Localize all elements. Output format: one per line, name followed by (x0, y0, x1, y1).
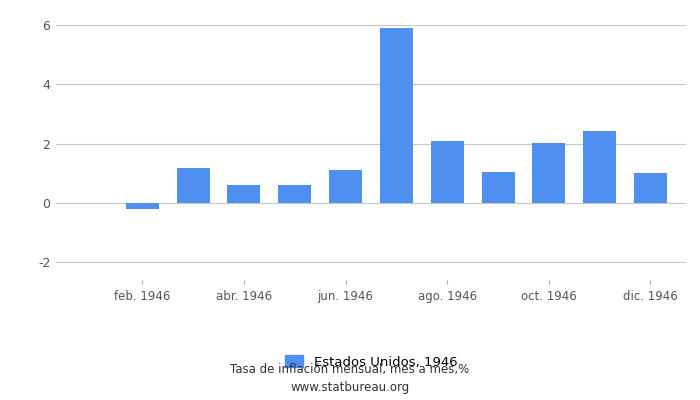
Bar (532, 143, 566, 203)
Bar (482, 172, 514, 203)
Text: Tasa de inflación mensual, mes a mes,%: Tasa de inflación mensual, mes a mes,% (230, 364, 470, 376)
Bar (329, 170, 362, 203)
Bar (634, 173, 667, 203)
Bar (380, 28, 413, 203)
Bar (228, 185, 260, 203)
Text: www.statbureau.org: www.statbureau.org (290, 382, 410, 394)
Legend: Estados Unidos, 1946: Estados Unidos, 1946 (279, 350, 463, 374)
Bar (279, 185, 312, 203)
Bar (126, 203, 159, 209)
Bar (430, 142, 463, 203)
Bar (583, 131, 616, 203)
Bar (176, 168, 210, 203)
